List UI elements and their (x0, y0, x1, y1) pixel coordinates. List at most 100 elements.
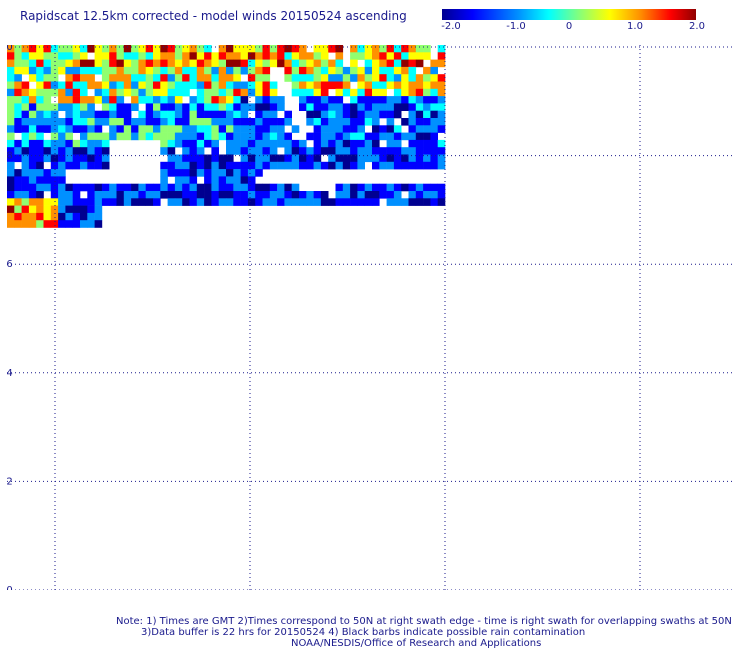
wind-cell (65, 205, 73, 214)
wind-cell (364, 154, 373, 163)
wind-cell (342, 161, 351, 170)
wind-cell (7, 103, 15, 111)
wind-cell (247, 176, 256, 184)
wind-cell (320, 125, 329, 133)
wind-cell (65, 45, 73, 53)
wind-cell (28, 59, 37, 68)
wind-cell (94, 198, 103, 206)
wind-cell (393, 161, 402, 170)
wind-cell (80, 154, 88, 163)
wind-cell (226, 66, 234, 75)
wind-cell (335, 88, 344, 97)
wind-cell (277, 103, 285, 111)
footnote-line-1: Note: 1) Times are GMT 2)Times correspon… (116, 616, 732, 627)
map-gridlines (7, 45, 735, 590)
wind-cell (299, 103, 307, 111)
wind-cell (364, 118, 373, 126)
wind-cell (350, 45, 358, 53)
wind-cell (335, 110, 344, 119)
wind-cell (342, 154, 351, 163)
wind-cell (269, 191, 278, 199)
wind-cell (350, 96, 358, 104)
wind-cell (80, 110, 88, 119)
wind-cell (72, 161, 81, 170)
wind-cell (320, 118, 329, 126)
wind-cell (328, 154, 336, 163)
wind-cell (313, 154, 322, 163)
wind-cell (65, 81, 73, 90)
wind-cell (58, 183, 66, 192)
wind-cell (182, 81, 190, 90)
wind-cell (342, 66, 351, 75)
wind-cell (28, 66, 37, 75)
wind-cell (357, 125, 365, 133)
wind-cell (423, 161, 431, 170)
wind-cell (284, 52, 292, 60)
wind-cell (131, 66, 139, 75)
wind-cell (430, 147, 438, 155)
wind-cell (255, 132, 263, 141)
wind-cell (21, 52, 30, 60)
wind-cell (357, 198, 365, 206)
wind-cell (131, 183, 139, 192)
wind-cell (401, 66, 409, 75)
wind-cell (284, 118, 292, 126)
wind-cell (153, 103, 161, 111)
wind-cell (277, 161, 285, 170)
wind-cell (36, 191, 44, 199)
wind-cell (182, 132, 190, 141)
wind-cell (123, 132, 132, 141)
wind-cell (393, 110, 402, 119)
wind-cell (408, 132, 417, 141)
wind-cell (14, 103, 22, 111)
wind-cell (262, 52, 271, 60)
wind-cell (58, 154, 66, 163)
wind-cell (101, 183, 110, 192)
wind-cell (211, 183, 219, 192)
wind-cell (160, 147, 168, 155)
wind-cell (145, 96, 154, 104)
wind-cell (138, 110, 146, 119)
wind-cell (160, 183, 168, 192)
wind-cell (401, 103, 409, 111)
wind-cell (218, 176, 227, 184)
wind-cell (393, 88, 402, 97)
wind-cell (299, 147, 307, 155)
wind-cell (423, 139, 431, 148)
wind-cell (43, 147, 52, 155)
wind-cell (65, 147, 73, 155)
wind-cell (350, 125, 358, 133)
colorbar-tick-label: 1.0 (627, 21, 643, 32)
wind-cell (299, 45, 307, 53)
wind-cell (65, 59, 73, 68)
wind-cell (415, 45, 424, 53)
wind-cell (335, 147, 344, 155)
wind-cell (58, 169, 66, 177)
wind-cell (160, 125, 168, 133)
wind-cell (167, 139, 176, 148)
wind-cell (7, 125, 15, 133)
wind-cell (153, 191, 161, 199)
wind-cell (357, 110, 365, 119)
wind-cell (284, 147, 292, 155)
wind-cell (328, 74, 336, 82)
wind-cell (116, 132, 125, 141)
wind-cell (233, 103, 241, 111)
wind-cell (174, 176, 183, 184)
wind-cell (101, 110, 110, 119)
wind-cell (94, 132, 103, 141)
wind-cell (43, 139, 52, 148)
wind-cell (36, 96, 44, 104)
wind-cell (226, 52, 234, 60)
wind-cell (255, 81, 263, 90)
wind-cell (437, 118, 446, 126)
wind-cell (386, 74, 395, 82)
wind-cell (291, 74, 300, 82)
wind-cell (204, 81, 212, 90)
wind-cell (94, 183, 103, 192)
wind-cell (196, 66, 205, 75)
wind-cell (94, 88, 103, 97)
wind-cell (14, 118, 22, 126)
wind-cell (7, 88, 15, 97)
wind-cell (28, 118, 37, 126)
